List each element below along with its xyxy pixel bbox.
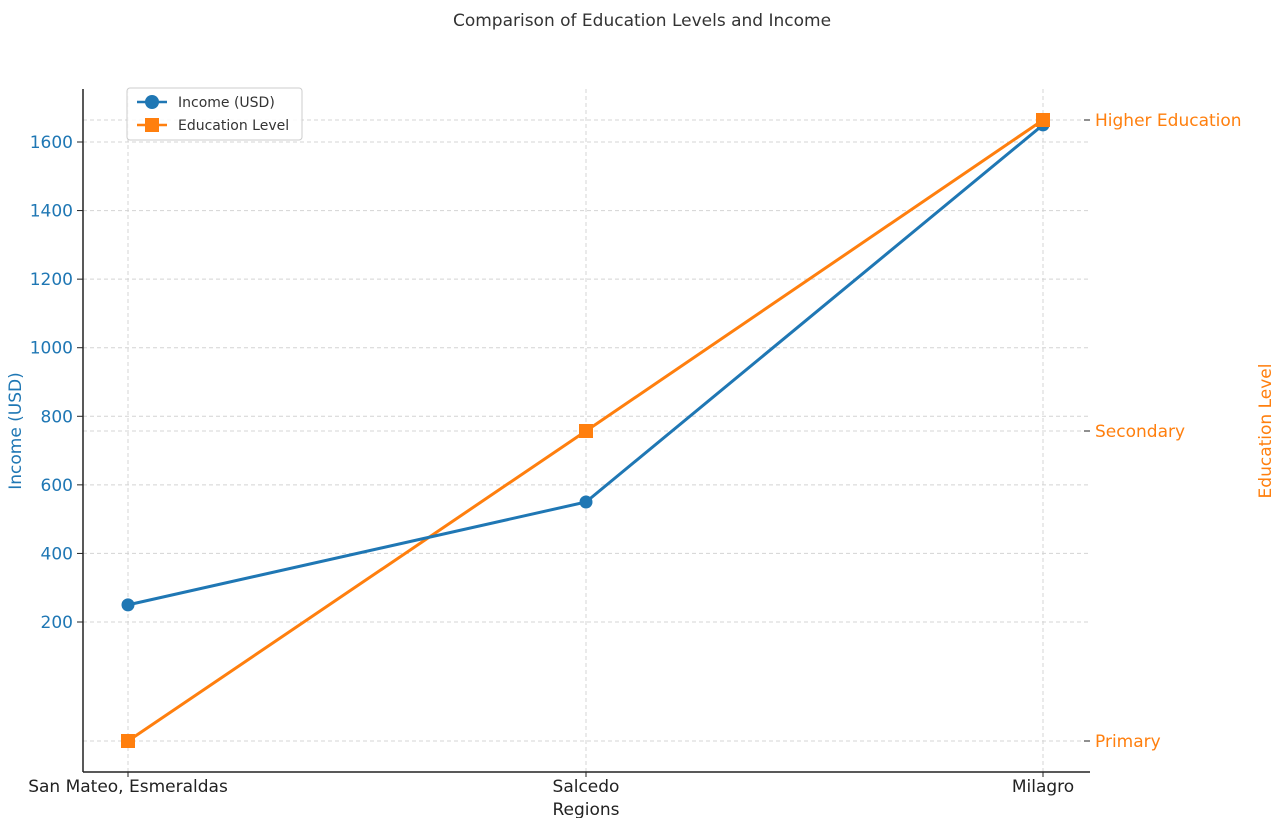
grid <box>83 89 1090 772</box>
y-axis-label-right: Education Level <box>1256 364 1276 499</box>
x-tick-label-1: Salcedo <box>553 777 620 797</box>
y-tick-label-left-4: 1000 <box>30 339 73 359</box>
legend-label-income: Income (USD) <box>178 95 275 111</box>
series-layer <box>121 113 1050 748</box>
y-tick-label-left-1: 400 <box>41 544 73 564</box>
y-tick-label-right-2: Higher Education <box>1095 111 1242 131</box>
point-income-0 <box>121 598 135 612</box>
ticks: 200 400 600 800 1000 1200 1400 1600 Primary Secon… <box>28 111 1241 797</box>
y-tick-label-left-7: 1600 <box>30 133 73 153</box>
y-tick-label-left-0: 200 <box>41 613 73 633</box>
point-education-top-0 <box>121 734 135 748</box>
y-tick-label-left-6: 1400 <box>30 202 73 222</box>
chart-title: Comparison of Education Levels and Incom… <box>453 11 831 31</box>
x-tick-label-0: San Mateo, Esmeraldas <box>28 777 228 797</box>
x-tick-label-2: Milagro <box>1012 777 1074 797</box>
y-tick-label-left-5: 1200 <box>30 270 73 290</box>
point-education-top-2 <box>1036 113 1050 127</box>
legend-label-education: Education Level <box>178 118 289 134</box>
point-education-1 <box>579 424 593 438</box>
legend: Income (USD) Education Level <box>126 87 303 141</box>
y-tick-label-right-0: Primary <box>1095 732 1161 752</box>
legend-marker-education <box>145 118 159 132</box>
point-income-1 <box>579 495 593 509</box>
y-tick-label-left-3: 800 <box>41 407 73 427</box>
y-tick-label-right-1: Secondary <box>1095 422 1185 442</box>
legend-marker-income <box>145 95 159 109</box>
y-axis-label-left: Income (USD) <box>6 372 26 490</box>
legend-box <box>126 87 303 141</box>
y-tick-label-left-2: 600 <box>41 476 73 496</box>
x-axis-label: Regions <box>552 800 619 818</box>
